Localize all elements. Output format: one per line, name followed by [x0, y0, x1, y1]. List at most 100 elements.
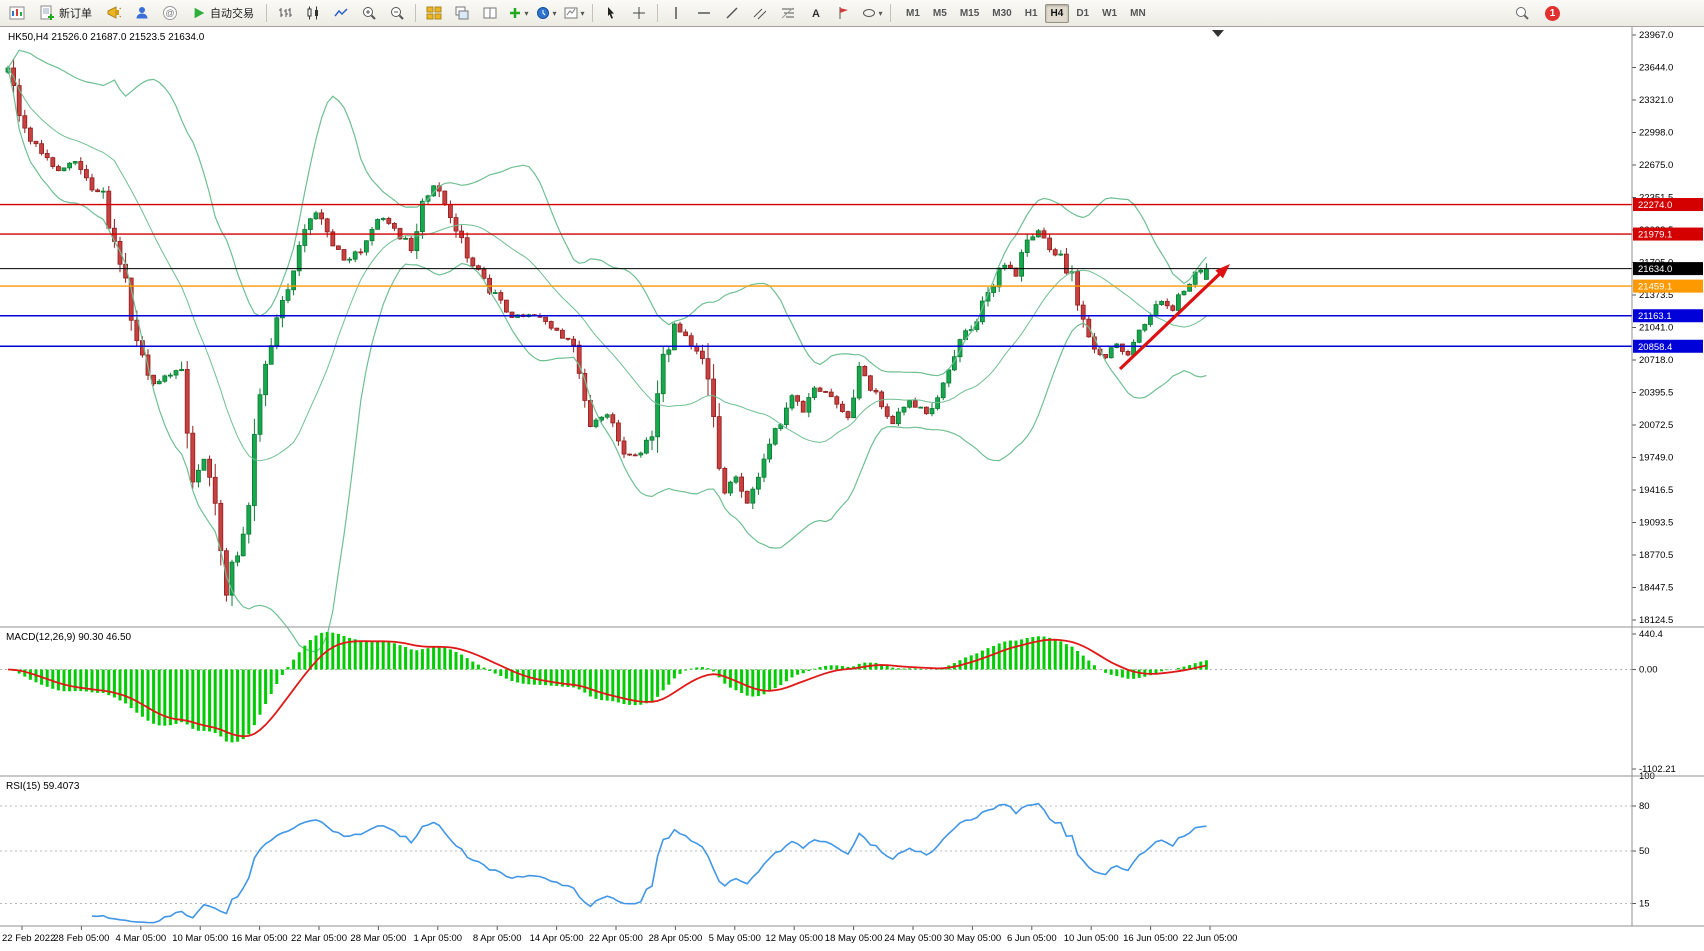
- trend-arrow[interactable]: [1118, 264, 1230, 371]
- price-label-chip[interactable]: [1633, 309, 1703, 323]
- price-label-text: 21459.1: [1638, 282, 1672, 293]
- ohlc-bars-icon: [279, 8, 292, 17]
- time-label: 8 Apr 05:00: [473, 933, 522, 944]
- shapes-tool-button[interactable]: ▾: [859, 2, 885, 24]
- trend-arrow-head[interactable]: [1215, 264, 1230, 279]
- new-chart-button[interactable]: [4, 2, 30, 24]
- bar-chart-mode-button[interactable]: [272, 2, 298, 24]
- candle-body: [1008, 264, 1013, 269]
- timeframe-h4[interactable]: H4: [1044, 3, 1070, 23]
- candle-body: [918, 406, 924, 409]
- candle-body: [722, 468, 728, 494]
- label-tool-button[interactable]: [831, 2, 857, 24]
- candle-body: [649, 436, 655, 441]
- candle-body: [481, 268, 487, 279]
- candle-body: [235, 555, 241, 563]
- candle-body: [100, 190, 106, 193]
- candle-body: [784, 407, 789, 426]
- candle-body: [207, 458, 213, 478]
- zoom-in-button[interactable]: [356, 2, 382, 24]
- candle-body: [1064, 253, 1069, 274]
- candle-body: [391, 223, 397, 229]
- candle-body: [739, 476, 744, 492]
- timeframe-m5[interactable]: M5: [932, 7, 947, 19]
- line-chart-mode-button[interactable]: [328, 2, 354, 24]
- timeframe-group: M1 M5 M15 M30 H1 H4 D1 W1 MN: [900, 3, 1152, 23]
- time-label: 4 Mar 05:00: [115, 933, 166, 944]
- cursor-tool-button[interactable]: [598, 2, 624, 24]
- vertical-line-tool-button[interactable]: [663, 2, 689, 24]
- time-label: 18 May 05:00: [825, 933, 883, 944]
- autotrading-button[interactable]: 自动交易: [185, 2, 261, 24]
- macd-label: MACD(12,26,9) 90.30 46.50: [6, 632, 132, 643]
- search-button[interactable]: [1509, 2, 1535, 24]
- mql-button[interactable]: @: [157, 2, 183, 24]
- candle-body: [419, 200, 425, 232]
- candle-body: [67, 162, 72, 169]
- timeframe-mn[interactable]: MN: [1130, 7, 1146, 19]
- notification-badge[interactable]: 1: [1545, 5, 1560, 21]
- candle-body: [957, 339, 963, 358]
- new-order-button[interactable]: 新订单: [32, 2, 99, 24]
- candle-body: [33, 140, 39, 145]
- cascade-windows-button[interactable]: [449, 2, 475, 24]
- time-label: 22 Feb 2022: [2, 933, 55, 944]
- horizontal-lines[interactable]: [0, 203, 1632, 347]
- trendline-tool-button[interactable]: [719, 2, 745, 24]
- candle-body: [946, 369, 952, 384]
- candle-body: [890, 415, 896, 425]
- templates-button[interactable]: ▾: [561, 2, 587, 24]
- candle-body: [492, 292, 498, 294]
- candle-body: [464, 237, 470, 259]
- periods-button[interactable]: ▾: [533, 2, 559, 24]
- candle-body: [884, 406, 890, 417]
- price-label-chip[interactable]: [1633, 339, 1703, 353]
- panel-dividers[interactable]: [0, 27, 1704, 927]
- tile-windows-button[interactable]: [421, 2, 447, 24]
- price-tick-label: 22675.0: [1639, 160, 1673, 171]
- community-button[interactable]: [129, 2, 155, 24]
- rsi-line: [91, 802, 1207, 924]
- tile-vertical-button[interactable]: [477, 2, 503, 24]
- candle-body: [1052, 249, 1058, 256]
- candle-body: [576, 344, 582, 374]
- horizontal-line-tool-button[interactable]: [691, 2, 717, 24]
- toolbar-separator: [657, 4, 658, 22]
- indicators-button[interactable]: ▾: [505, 2, 531, 24]
- candle-body: [50, 157, 56, 167]
- crosshair-tool-button[interactable]: [626, 2, 652, 24]
- candle-body: [991, 286, 996, 293]
- text-tool-button[interactable]: A: [803, 2, 829, 24]
- chart-area[interactable]: 23967.0 23644.0 23321.0 22998.0 22675.0 22351…: [0, 27, 1704, 946]
- price-label-chip[interactable]: [1633, 198, 1703, 212]
- candle-body: [901, 406, 907, 413]
- chart-shift-marker[interactable]: [1212, 30, 1224, 37]
- timeframe-m15[interactable]: M15: [959, 7, 980, 19]
- zoom-out-button[interactable]: [384, 2, 410, 24]
- chart-canvas[interactable]: 23967.0 23644.0 23321.0 22998.0 22675.0 22351…: [0, 27, 1704, 946]
- price-label-chip[interactable]: [1633, 262, 1703, 276]
- timeframe-m30[interactable]: M30: [992, 7, 1012, 19]
- alerts-button[interactable]: [101, 2, 127, 24]
- candle-body: [873, 389, 879, 393]
- trend-arrow-line[interactable]: [1118, 268, 1226, 371]
- candle-body: [167, 374, 173, 377]
- timeframe-d1[interactable]: D1: [1076, 7, 1090, 19]
- price-label-chip[interactable]: [1633, 279, 1703, 293]
- candle-body: [1047, 237, 1052, 251]
- rsi-tick-label: 80: [1639, 801, 1650, 812]
- price-scale[interactable]: 23967.0 23644.0 23321.0 22998.0 22675.0 22351…: [1632, 30, 1673, 626]
- zoom-in-icon: [363, 7, 376, 20]
- candle-body: [554, 327, 560, 331]
- timeframe-h1[interactable]: H1: [1024, 7, 1038, 19]
- price-label-chip[interactable]: [1633, 227, 1703, 241]
- candle-body: [655, 393, 660, 438]
- channel-tool-button[interactable]: [747, 2, 773, 24]
- candle-body: [543, 316, 548, 322]
- timeframe-w1[interactable]: W1: [1102, 7, 1118, 19]
- timeframe-m1[interactable]: M1: [906, 7, 920, 19]
- fibonacci-tool-button[interactable]: [775, 2, 801, 24]
- candlestick-mode-button[interactable]: [300, 2, 326, 24]
- time-label: 6 Jun 05:00: [1007, 933, 1057, 944]
